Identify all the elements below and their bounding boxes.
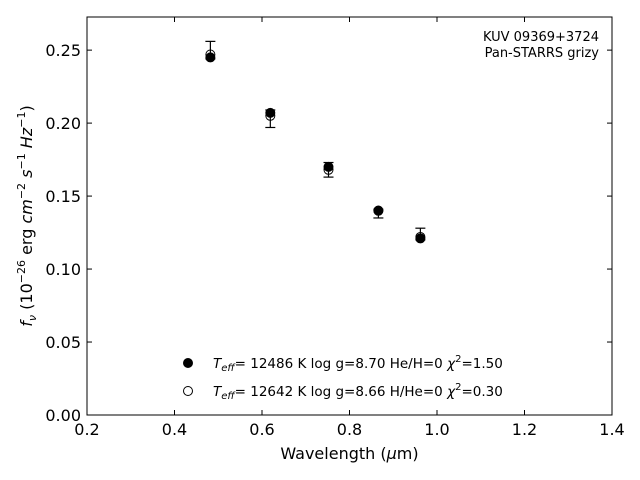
y-axis-label: fν (10−26 erg cm−2 s−1 Hz−1) [15,105,39,326]
plot-marks [205,40,426,244]
model-point-open [205,49,216,60]
y-tick-label: 0.10 [45,260,81,279]
annotation-object: KUV 09369+3724 [483,30,599,45]
annotation-survey: Pan-STARRS grizy [485,46,600,61]
legend-entry-h-he: Teff= 12642 K log g=8.66 H/He=0 χ2=0.30 [213,382,503,402]
y-tick-label: 0.05 [45,333,81,352]
legend-marker-open [183,386,193,396]
model-point-filled [265,107,276,118]
model-point-open [265,110,276,121]
model-point-open [415,231,426,242]
model-point-filled [323,161,334,172]
x-tick-label: 0.4 [162,420,187,439]
legend-entry-he-h: Teff= 12486 K log g=8.70 He/H=0 χ2=1.50 [213,354,503,374]
x-tick-label: 1.2 [512,420,537,439]
y-tick-label: 0.20 [45,114,81,133]
x-tick-label: 0.6 [249,420,274,439]
model-point-filled [205,52,216,63]
x-tick-label: 0.8 [337,420,362,439]
y-tick-label: 0.15 [45,187,81,206]
y-tick-label: 0.25 [45,41,81,60]
x-axis-label: Wavelength (μm) [280,444,418,463]
legend-marker-filled [183,358,193,368]
x-tick-label: 1.4 [599,420,624,439]
axis-ticks: 0.2 0.4 0.6 0.8 1.0 1.2 1.4 0.00 0.05 0.10 0.15 0.2… [45,17,625,439]
model-point-open [373,205,384,216]
x-tick-label: 0.2 [74,420,99,439]
model-point-open [323,164,334,175]
y-tick-label: 0.00 [45,406,81,425]
x-tick-label: 1.0 [424,420,449,439]
legend: Teff= 12486 K log g=8.70 He/H=0 χ2=1.50 … [183,354,503,402]
